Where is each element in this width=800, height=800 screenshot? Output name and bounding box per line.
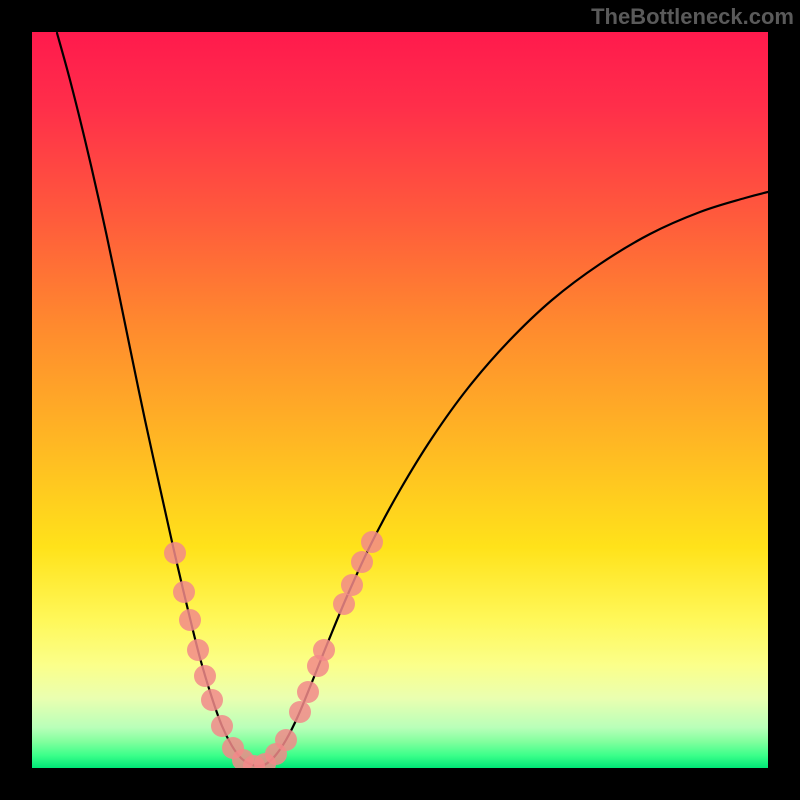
curve-layer <box>32 32 768 768</box>
data-point-marker <box>194 665 216 687</box>
data-point-marker <box>313 639 335 661</box>
data-point-marker <box>341 574 363 596</box>
data-point-marker <box>289 701 311 723</box>
data-point-marker <box>333 593 355 615</box>
data-point-marker <box>187 639 209 661</box>
data-point-marker <box>173 581 195 603</box>
data-point-marker <box>351 551 373 573</box>
watermark-text: TheBottleneck.com <box>591 4 794 30</box>
data-point-marker <box>164 542 186 564</box>
data-point-marker <box>297 681 319 703</box>
data-point-marker <box>361 531 383 553</box>
bottleneck-curve <box>57 33 768 766</box>
chart-canvas: TheBottleneck.com <box>0 0 800 800</box>
data-point-marker <box>211 715 233 737</box>
data-point-marker <box>275 729 297 751</box>
data-point-marker <box>201 689 223 711</box>
plot-area <box>32 32 768 768</box>
data-point-marker <box>179 609 201 631</box>
